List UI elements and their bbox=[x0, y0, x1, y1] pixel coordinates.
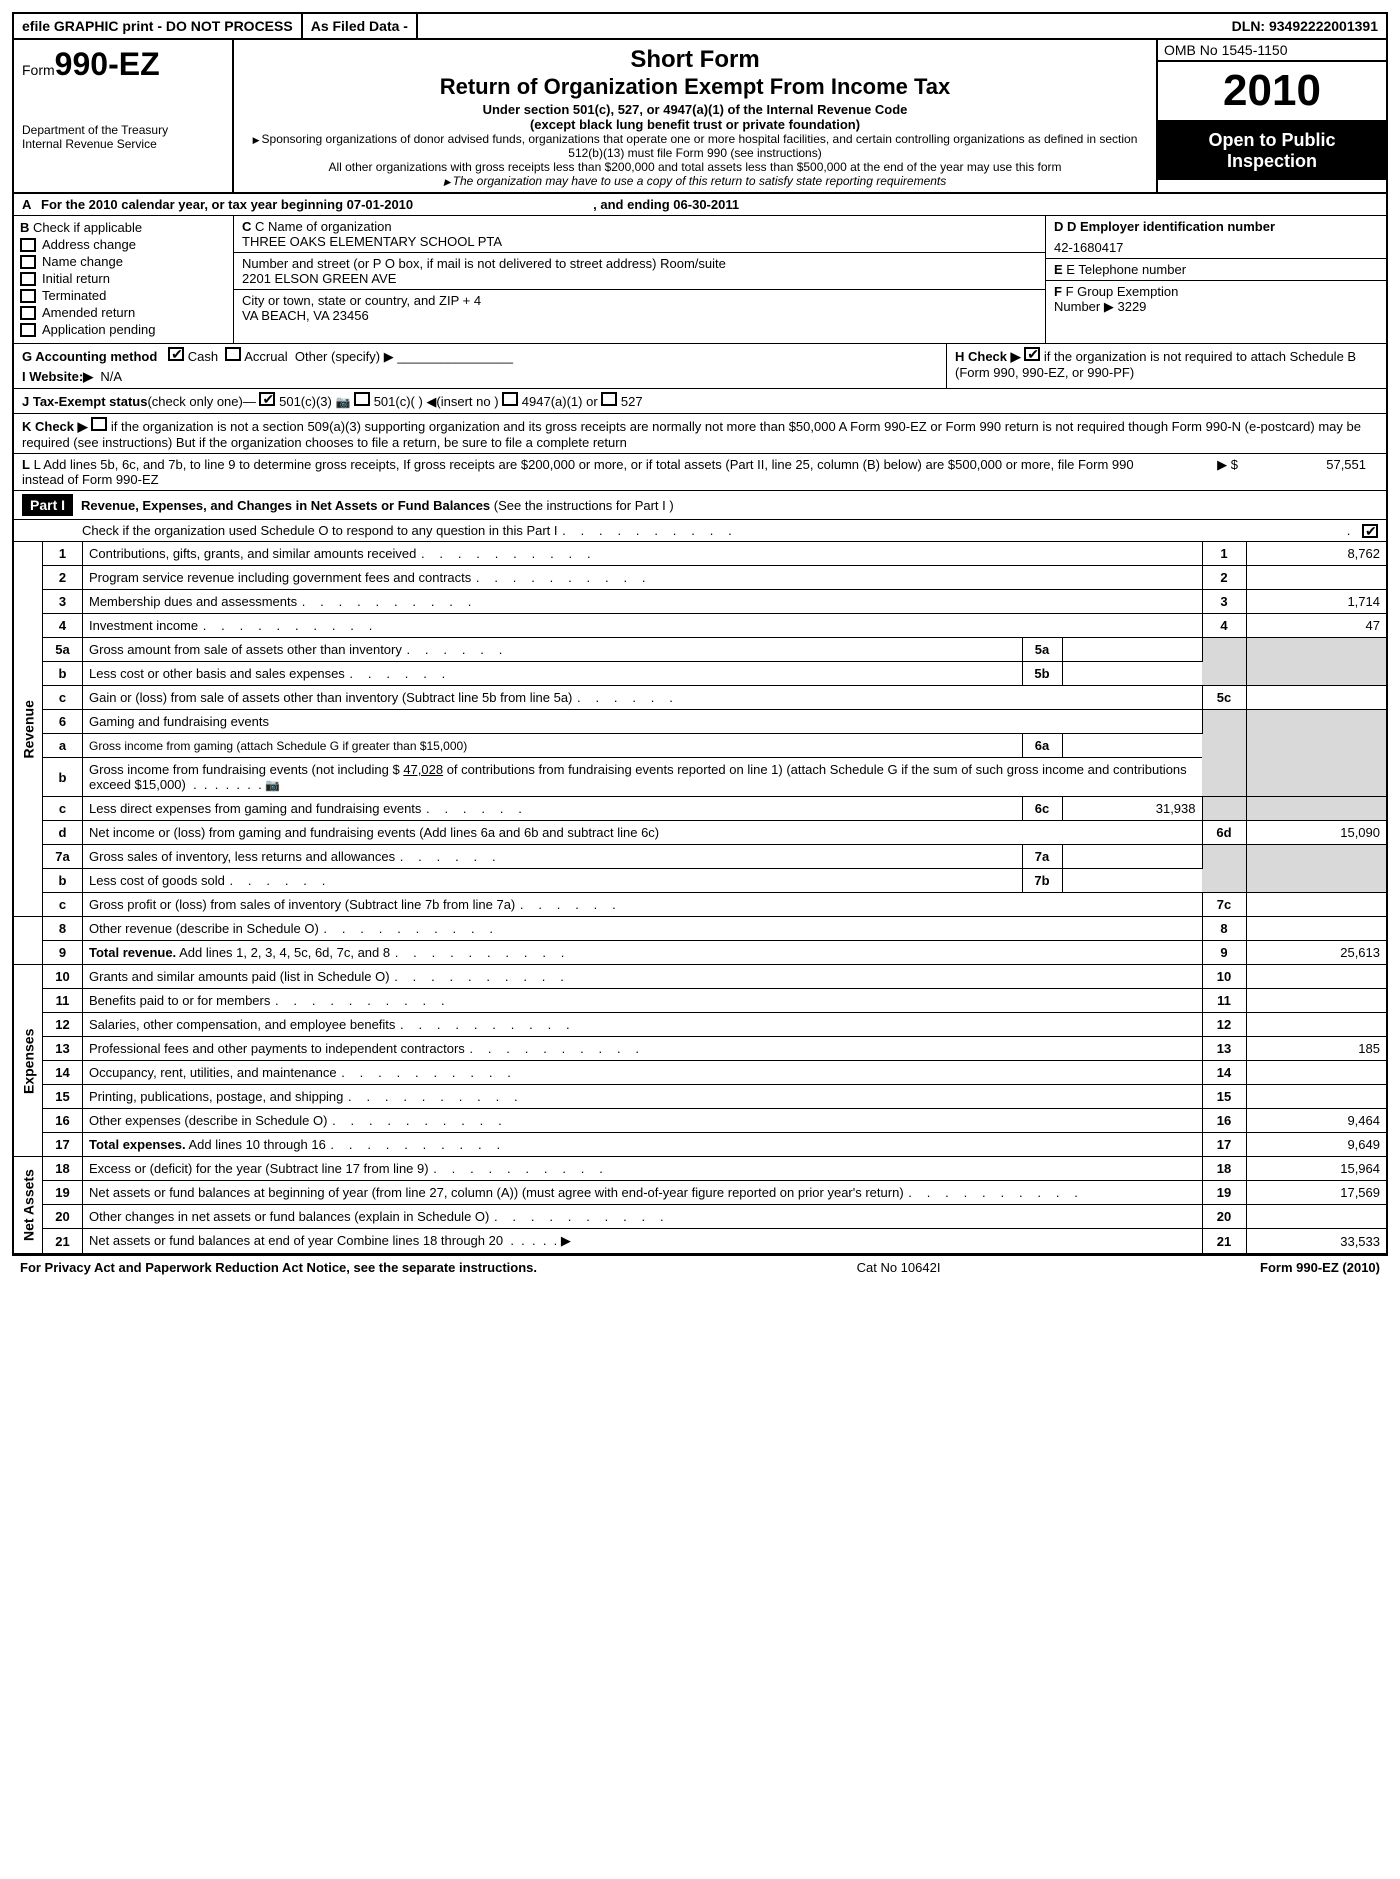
line-a: A For the 2010 calendar year, or tax yea… bbox=[14, 194, 1386, 216]
subtitle2: (except black lung benefit trust or priv… bbox=[244, 117, 1146, 132]
line1-val: 8,762 bbox=[1246, 542, 1386, 566]
line19-val: 17,569 bbox=[1246, 1181, 1386, 1205]
checkbox-terminated[interactable] bbox=[20, 289, 36, 303]
col-b: B Check if applicable Address change Nam… bbox=[14, 216, 234, 343]
privacy-notice: For Privacy Act and Paperwork Reduction … bbox=[20, 1260, 537, 1275]
efile-notice: efile GRAPHIC print - DO NOT PROCESS bbox=[14, 14, 303, 38]
lines-table: Revenue 1 Contributions, gifts, grants, … bbox=[14, 542, 1386, 1254]
line-h: H Check ▶ if the organization is not req… bbox=[946, 344, 1386, 388]
checkbox-part1-scho[interactable] bbox=[1362, 524, 1378, 538]
title-main: Return of Organization Exempt From Incom… bbox=[244, 74, 1146, 100]
part1-header: Part I Revenue, Expenses, and Changes in… bbox=[14, 491, 1386, 520]
checkbox-k[interactable] bbox=[91, 417, 107, 431]
line9-val: 25,613 bbox=[1246, 941, 1386, 965]
group-exemption: 3229 bbox=[1117, 299, 1146, 314]
checkbox-name-change[interactable] bbox=[20, 255, 36, 269]
form-990ez: efile GRAPHIC print - DO NOT PROCESS As … bbox=[12, 12, 1388, 1256]
line6c-val: 31,938 bbox=[1062, 797, 1202, 821]
line-l: L L Add lines 5b, 6c, and 7b, to line 9 … bbox=[14, 454, 1386, 491]
footer: For Privacy Act and Paperwork Reduction … bbox=[12, 1256, 1388, 1279]
camera-icon bbox=[335, 394, 350, 409]
checkbox-cash[interactable] bbox=[168, 347, 184, 361]
header-right: OMB No 1545-1150 2010 Open to Public Ins… bbox=[1156, 40, 1386, 192]
line-g-h: G Accounting method Cash Accrual Other (… bbox=[14, 344, 1386, 389]
header-mid: Short Form Return of Organization Exempt… bbox=[234, 40, 1156, 192]
org-city: VA BEACH, VA 23456 bbox=[242, 308, 1037, 323]
line-k: K Check ▶ if the organization is not a s… bbox=[14, 414, 1386, 454]
line-j: J Tax-Exempt status(check only one)— 501… bbox=[14, 389, 1386, 414]
checkbox-527[interactable] bbox=[601, 392, 617, 406]
open-to-public: Open to Public Inspection bbox=[1158, 120, 1386, 180]
bullet-icon bbox=[253, 132, 262, 146]
line16-val: 9,464 bbox=[1246, 1109, 1386, 1133]
line6d-val: 15,090 bbox=[1246, 821, 1386, 845]
checkbox-501c3[interactable] bbox=[259, 392, 275, 406]
ein: 42-1680417 bbox=[1054, 240, 1378, 255]
dept2: Internal Revenue Service bbox=[22, 137, 224, 151]
gross-receipts: 57,551 bbox=[1238, 457, 1378, 487]
form-prefix: Form bbox=[22, 62, 55, 78]
checkbox-address-change[interactable] bbox=[20, 238, 36, 252]
line17-val: 9,649 bbox=[1246, 1133, 1386, 1157]
section-bcd: B Check if applicable Address change Nam… bbox=[14, 216, 1386, 344]
side-expenses: Expenses bbox=[14, 965, 43, 1157]
checkbox-h[interactable] bbox=[1024, 347, 1040, 361]
note1: Sponsoring organizations of donor advise… bbox=[262, 132, 1138, 160]
note2: All other organizations with gross recei… bbox=[244, 160, 1146, 174]
header-left: Form990-EZ Department of the Treasury In… bbox=[14, 40, 234, 192]
form-number: 990-EZ bbox=[55, 46, 160, 82]
header: Form990-EZ Department of the Treasury In… bbox=[14, 40, 1386, 194]
website: N/A bbox=[100, 369, 122, 384]
line3-val: 1,714 bbox=[1246, 590, 1386, 614]
asfiled: As Filed Data - bbox=[303, 14, 418, 38]
line13-val: 185 bbox=[1246, 1037, 1386, 1061]
bullet-icon bbox=[444, 174, 453, 188]
dln: DLN: 93492222001391 bbox=[1224, 14, 1386, 38]
line18-val: 15,964 bbox=[1246, 1157, 1386, 1181]
side-netassets: Net Assets bbox=[14, 1157, 43, 1254]
dept1: Department of the Treasury bbox=[22, 123, 224, 137]
org-street: 2201 ELSON GREEN AVE bbox=[242, 271, 1037, 286]
tax-year: 2010 bbox=[1158, 62, 1386, 120]
checkbox-accrual[interactable] bbox=[225, 347, 241, 361]
note3: The organization may have to use a copy … bbox=[453, 174, 947, 188]
checkbox-application-pending[interactable] bbox=[20, 323, 36, 337]
part1-check: Check if the organization used Schedule … bbox=[14, 520, 1386, 542]
camera-icon bbox=[265, 777, 280, 792]
cat-no: Cat No 10642I bbox=[537, 1260, 1260, 1275]
line4-val: 47 bbox=[1246, 614, 1386, 638]
title-short-form: Short Form bbox=[244, 46, 1146, 74]
line21-val: 33,533 bbox=[1246, 1229, 1386, 1254]
checkbox-initial-return[interactable] bbox=[20, 272, 36, 286]
topbar: efile GRAPHIC print - DO NOT PROCESS As … bbox=[14, 14, 1386, 40]
col-c: C C Name of organization THREE OAKS ELEM… bbox=[234, 216, 1046, 343]
checkbox-501c[interactable] bbox=[354, 392, 370, 406]
subtitle1: Under section 501(c), 527, or 4947(a)(1)… bbox=[244, 102, 1146, 117]
form-version: Form 990-EZ (2010) bbox=[1260, 1260, 1380, 1275]
omb-no: OMB No 1545-1150 bbox=[1158, 40, 1386, 62]
col-d: D D Employer identification number 42-16… bbox=[1046, 216, 1386, 343]
org-name: THREE OAKS ELEMENTARY SCHOOL PTA bbox=[242, 234, 1037, 249]
checkbox-amended[interactable] bbox=[20, 306, 36, 320]
side-revenue: Revenue bbox=[14, 542, 43, 917]
checkbox-4947[interactable] bbox=[502, 392, 518, 406]
